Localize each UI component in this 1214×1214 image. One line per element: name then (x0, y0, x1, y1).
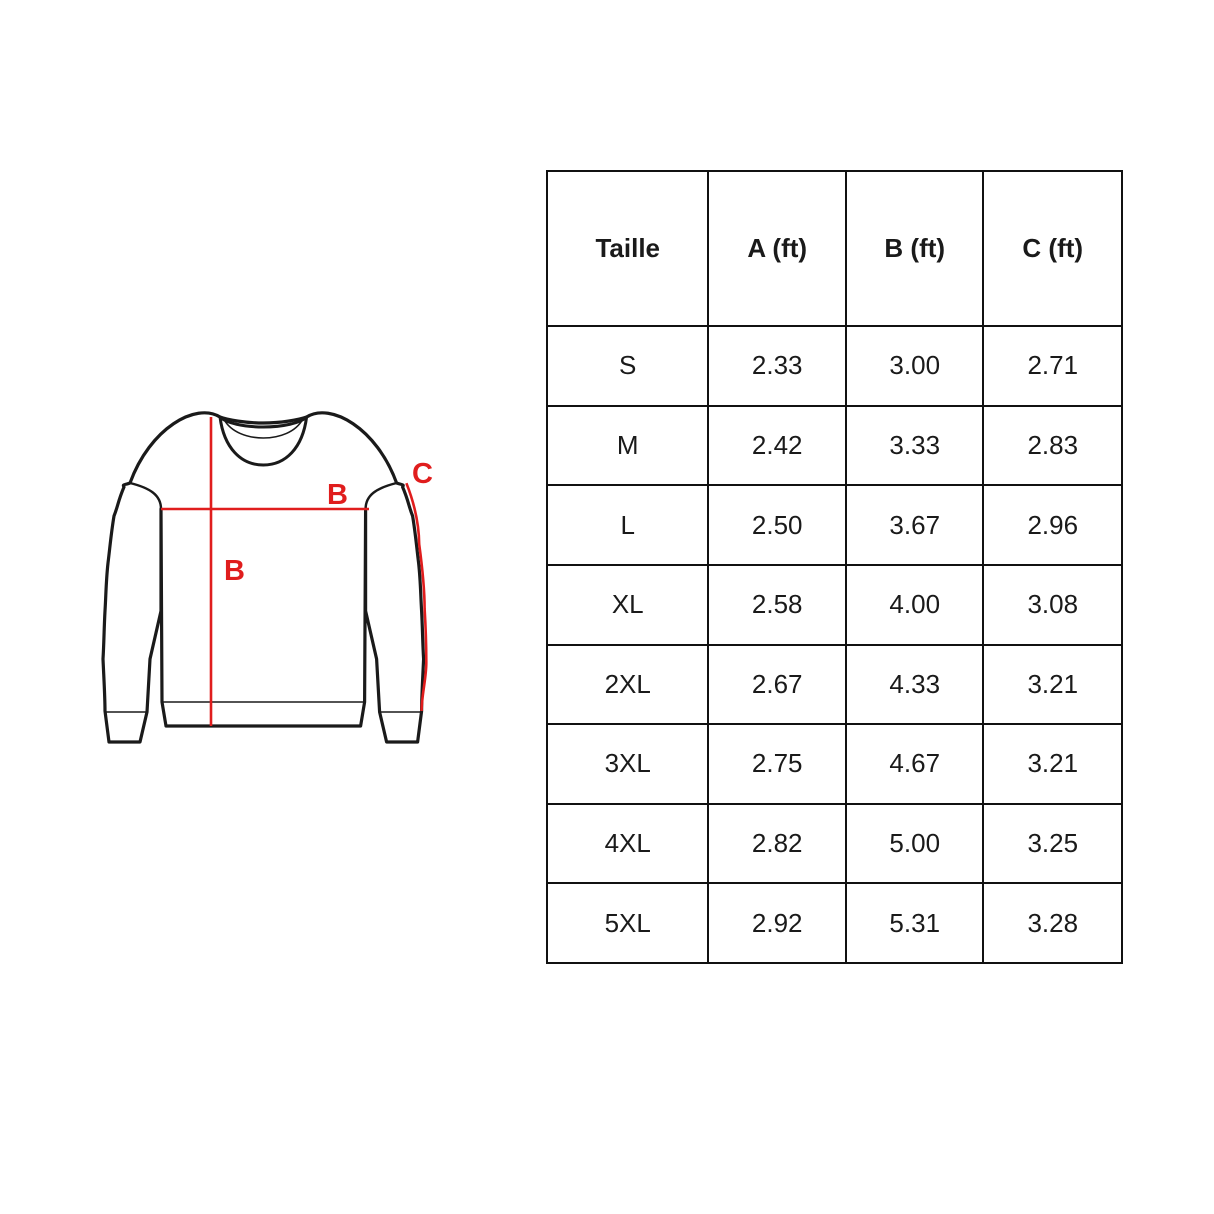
svg-text:B: B (327, 479, 348, 511)
svg-text:B: B (224, 555, 245, 587)
svg-text:C: C (412, 458, 433, 490)
